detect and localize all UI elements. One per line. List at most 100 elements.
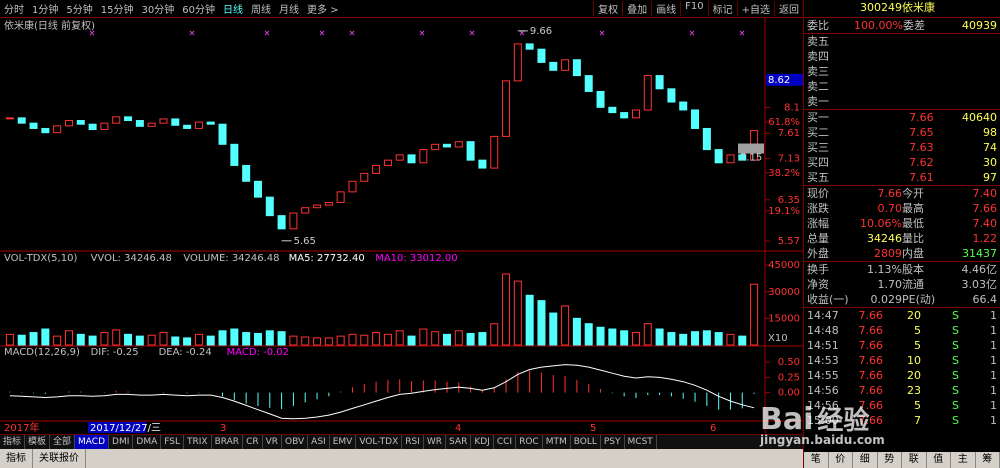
status-tab[interactable]: 关联报价: [33, 449, 86, 468]
panel-cell: 1: [990, 369, 997, 382]
indicator-tab[interactable]: BOLL: [571, 435, 601, 449]
indicator-tab[interactable]: MTM: [543, 435, 571, 449]
candle: [324, 201, 333, 206]
tool-button[interactable]: 叠加: [622, 1, 651, 16]
panel-tab[interactable]: 联: [902, 452, 927, 468]
tool-button[interactable]: 复权: [593, 1, 622, 16]
panel-tab[interactable]: 价: [829, 452, 853, 468]
indicator-tab[interactable]: FSL: [161, 435, 184, 449]
volume-bar: [513, 280, 522, 346]
indicator-tab[interactable]: 全部: [50, 435, 76, 449]
panel-row: 14:47 7.66 20 S 1: [804, 307, 1000, 323]
candle: [206, 121, 215, 125]
panel-cell: 7.66: [909, 111, 934, 124]
tool-button[interactable]: 返回: [774, 1, 803, 16]
indicator-tab[interactable]: ROC: [516, 435, 543, 449]
indicator-tab[interactable]: KDJ: [471, 435, 494, 449]
panel-tab[interactable]: 值: [927, 452, 951, 468]
tool-button[interactable]: F10: [680, 1, 707, 16]
panel-cell: 14:56: [807, 384, 839, 397]
volume-bar: [88, 335, 97, 346]
indicator-tab[interactable]: OBV: [282, 435, 309, 449]
period-button[interactable]: 更多 >: [306, 5, 339, 16]
volume-bar: [667, 332, 676, 346]
period-button[interactable]: 15分钟: [100, 5, 134, 16]
panel-cell: 98: [982, 126, 997, 139]
panel-tab[interactable]: 细: [853, 452, 878, 468]
volume-bar: [679, 333, 688, 346]
period-button[interactable]: 60分钟: [182, 5, 215, 16]
period-button[interactable]: 分时: [4, 5, 24, 16]
tool-button[interactable]: 标记: [707, 1, 737, 16]
candle: [383, 159, 392, 166]
volume-bar: [324, 337, 333, 346]
panel-cell: 7.66: [858, 309, 884, 322]
candle: [525, 43, 534, 50]
panel-cell: 卖五: [807, 35, 829, 48]
panel-cell: S: [952, 384, 959, 397]
panel-cell: 卖三: [807, 65, 829, 78]
panel-tab[interactable]: 笔: [804, 452, 829, 468]
status-tab[interactable]: 指标: [0, 449, 33, 468]
panel-tab[interactable]: 筹: [976, 452, 1000, 468]
panel-cell: 5: [914, 324, 921, 337]
period-button[interactable]: 周线: [250, 5, 271, 16]
macd-header: MACD: -0.02: [227, 347, 289, 358]
volume-bar: [561, 305, 570, 346]
period-button[interactable]: 月线: [278, 5, 299, 16]
panel-tabs: 笔价细势联值主筹: [804, 452, 1000, 468]
panel-row: 14:53 7.66 10 S 1: [804, 353, 1000, 368]
period-button[interactable]: 5分钟: [66, 5, 93, 16]
indicator-tabs: 指标 模板 全部 MACD DMI DMA FSL TRIX BRAR CR VR OBV ASI EMV…: [0, 434, 803, 449]
indicator-tab[interactable]: WR: [424, 435, 447, 449]
candle: [596, 90, 605, 108]
volume-bar: [135, 335, 144, 346]
candle: [218, 123, 227, 145]
panel-cell: 内盘: [902, 247, 924, 260]
panel-row: 14:56 7.66 23 S 1: [804, 383, 1000, 398]
indicator-tab[interactable]: MCST: [625, 435, 657, 449]
period-button[interactable]: 30分钟: [141, 5, 175, 16]
volume-tick-label: 15000: [768, 313, 800, 324]
panel-tab[interactable]: 主: [951, 452, 976, 468]
indicator-tab[interactable]: ASI: [308, 435, 330, 449]
date-label: 2017年: [4, 421, 39, 434]
period-button[interactable]: 1分钟: [32, 5, 59, 16]
chart-background: [0, 18, 803, 434]
indicator-tab[interactable]: BRAR: [212, 435, 244, 449]
indicator-tab[interactable]: 指标: [0, 435, 26, 449]
candle: [431, 143, 440, 151]
current-price-label: 8.62: [768, 75, 790, 86]
volume-bar: [253, 332, 262, 346]
candle: [253, 180, 262, 198]
panel-cell: 流通: [902, 278, 924, 291]
indicator-tab[interactable]: MACD: [75, 435, 110, 449]
indicator-tab[interactable]: VOL-TDX: [356, 435, 403, 449]
panel-cell: PE(动): [902, 293, 936, 306]
indicator-tab[interactable]: DMI: [109, 435, 134, 449]
panel-cell: 7.62: [909, 156, 934, 169]
tool-button[interactable]: +自选: [736, 1, 774, 16]
indicator-tab[interactable]: DMA: [133, 435, 162, 449]
last-price-box: [738, 143, 764, 154]
macd-tick-label: 0.50: [778, 357, 800, 368]
level-label: 38.2%: [768, 168, 800, 179]
indicator-tab[interactable]: SAR: [446, 435, 472, 449]
indicator-tab[interactable]: EMV: [330, 435, 357, 449]
panel-tab[interactable]: 势: [878, 452, 902, 468]
volume-header: VVOL: 34246.48: [91, 253, 172, 264]
indicator-tab[interactable]: VR: [263, 435, 283, 449]
volume-unit: X10: [768, 333, 788, 344]
volume-bar: [608, 328, 617, 346]
volume-tick-label: 45000: [768, 260, 800, 271]
indicator-tab[interactable]: CCI: [494, 435, 517, 449]
panel-cell: 1: [990, 384, 997, 397]
indicator-tab[interactable]: CR: [243, 435, 263, 449]
indicator-tab[interactable]: 模板: [25, 435, 51, 449]
period-button[interactable]: 日线: [222, 5, 243, 16]
tool-button[interactable]: 画线: [651, 1, 680, 16]
volume-bar: [714, 332, 723, 346]
indicator-tab[interactable]: PSY: [601, 435, 625, 449]
indicator-tab[interactable]: RSI: [402, 435, 424, 449]
indicator-tab[interactable]: TRIX: [184, 435, 212, 449]
